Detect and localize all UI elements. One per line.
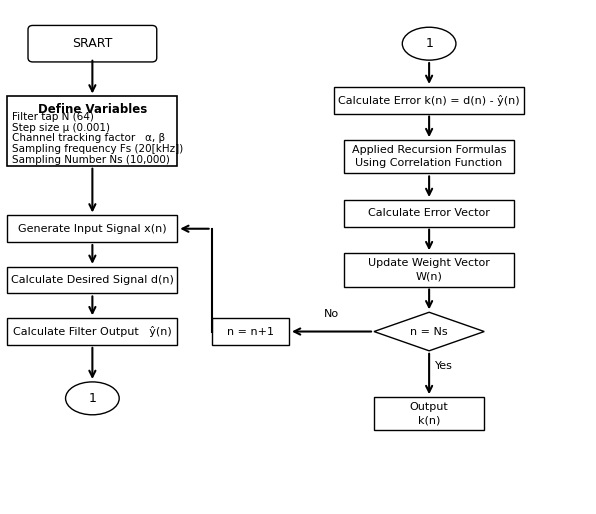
Text: Output
k(n): Output k(n)	[409, 402, 449, 426]
Ellipse shape	[402, 27, 456, 60]
Bar	[374, 397, 484, 431]
Bar	[344, 140, 514, 174]
Text: Sampling frequency Fs (20[kHz]): Sampling frequency Fs (20[kHz])	[13, 144, 184, 154]
Bar	[8, 318, 178, 345]
Bar	[334, 87, 524, 114]
Text: Step size μ (0.001): Step size μ (0.001)	[13, 122, 110, 133]
Text: Update Weight Vector
W(n): Update Weight Vector W(n)	[368, 258, 490, 282]
Bar	[344, 200, 514, 227]
Bar	[212, 318, 289, 345]
Text: Calculate Desired Signal d(n): Calculate Desired Signal d(n)	[11, 275, 174, 285]
Text: SRART: SRART	[72, 37, 113, 50]
Text: Applied Recursion Formulas
Using Correlation Function: Applied Recursion Formulas Using Correla…	[352, 145, 507, 169]
Bar	[8, 97, 178, 166]
Text: n = Ns: n = Ns	[410, 326, 448, 337]
Text: Generate Input Signal x(n): Generate Input Signal x(n)	[18, 224, 167, 234]
Bar	[8, 215, 178, 242]
Text: Calculate Error k(n) = d(n) - ŷ(n): Calculate Error k(n) = d(n) - ŷ(n)	[339, 95, 520, 106]
Ellipse shape	[66, 382, 119, 415]
Text: Filter tap N (64): Filter tap N (64)	[13, 112, 94, 122]
Text: Sampling Number Ns (10,000): Sampling Number Ns (10,000)	[13, 155, 170, 165]
Text: n = n+1: n = n+1	[227, 326, 274, 337]
FancyBboxPatch shape	[28, 25, 157, 62]
Text: Calculate Filter Output   ŷ(n): Calculate Filter Output ŷ(n)	[13, 326, 172, 337]
Polygon shape	[374, 313, 484, 351]
Text: 1: 1	[88, 392, 97, 405]
Bar	[344, 253, 514, 287]
Text: Channel tracking factor   α, β: Channel tracking factor α, β	[13, 134, 165, 143]
Text: Define Variables: Define Variables	[38, 103, 147, 116]
Text: Yes: Yes	[435, 361, 453, 371]
Text: No: No	[324, 309, 339, 319]
Text: Calculate Error Vector: Calculate Error Vector	[368, 208, 490, 218]
Bar	[8, 267, 178, 293]
Text: 1: 1	[425, 37, 433, 50]
